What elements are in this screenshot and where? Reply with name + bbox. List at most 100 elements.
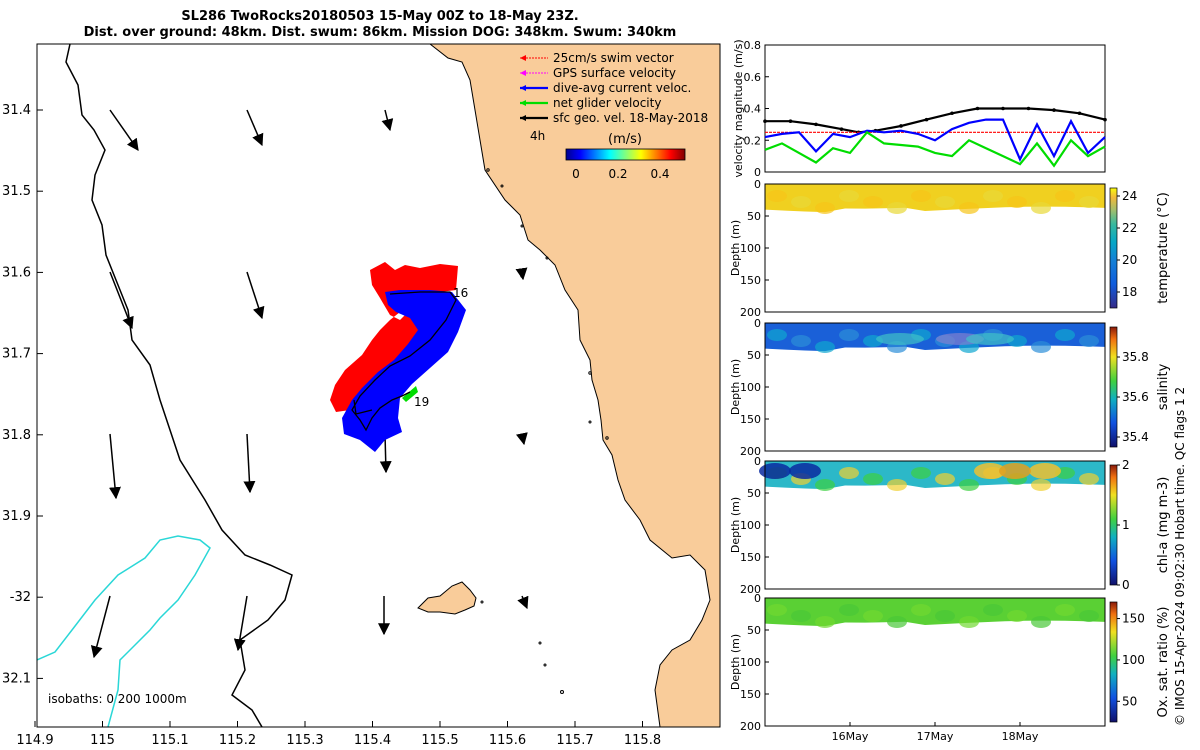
profile-colorbar [1109, 187, 1118, 309]
profile-sample-patch [959, 479, 979, 491]
map-colorbar-tick: 0.2 [608, 167, 627, 181]
profile-sample-patch [767, 329, 787, 341]
profile-ylabel: Depth (m) [729, 359, 742, 415]
profile-sample-patch [767, 190, 787, 202]
map-colorbar-label: (m/s) [608, 132, 642, 147]
profile-sample-patch [966, 333, 1014, 345]
map-x-tick-label: 115.4 [354, 733, 391, 748]
velocity-series-line [764, 130, 1106, 168]
profile-sample-patch [959, 616, 979, 628]
profile-sample-patch [959, 202, 979, 214]
swim-vectors-red [330, 262, 458, 412]
map-x-tick-label: 115.3 [286, 733, 323, 748]
map-colorbar-ticks: 0 0.2 0.4 [572, 167, 669, 181]
copyright-footer: © IMOS 15-Apr-2024 09:02:30 Hobart time.… [1173, 387, 1187, 726]
profile-colorbar-label: Ox. sat. ratio (%) [1156, 607, 1171, 718]
map-y-tick-label: 31.4 [2, 103, 31, 118]
profile-colorbar-label: temperature (°C) [1156, 192, 1171, 304]
profile-sample-patch [911, 604, 931, 616]
map-y-tick-label: 31.6 [2, 265, 31, 280]
velocity-series-line [764, 118, 1106, 162]
legend-time: 4h [530, 129, 545, 143]
profile-sample-patch [1007, 196, 1027, 208]
profile-sample-patch [839, 190, 859, 202]
map-panel: 114.9 115 115.1 115.2 115.3 115.4 115.5 115.6 11… [2, 43, 721, 748]
date-tick-label: 17May [917, 730, 954, 743]
profile-ylabel: Depth (m) [729, 497, 742, 553]
track-label-start: 16 [453, 286, 468, 300]
profile-sample-patch [789, 463, 821, 479]
profile-colorbar-tick-label: 100 [1122, 653, 1145, 667]
velocity-point [950, 111, 954, 116]
profile-sample-patch [1031, 341, 1051, 353]
map-x-tick-label: 115.2 [219, 733, 256, 748]
isobaths-note: isobaths: 0 200 1000m [48, 692, 187, 706]
net-glider-green [402, 386, 418, 402]
legend-arrowhead [520, 100, 526, 106]
profile-sample-patch [815, 616, 835, 628]
profile-sample-patch [1079, 610, 1099, 622]
profile-colorbar-tick-label: 0 [1122, 578, 1130, 592]
legend-arrowhead [520, 70, 526, 76]
current-vectors-blue [342, 290, 466, 452]
profile-sample-patch [935, 196, 955, 208]
date-tick-label: 16May [832, 730, 869, 743]
map-y-tick-label: 31.9 [2, 509, 31, 524]
profile-colorbar-tick-label: 35.8 [1122, 350, 1149, 364]
profile-y-tick-label: 50 [747, 210, 761, 223]
profile-y-tick-label: 200 [740, 306, 761, 319]
velocity-ylabel: velocity magnitude (m/s) [732, 39, 745, 177]
profile-colorbar [1109, 601, 1118, 723]
profile-sample-patch [983, 604, 1003, 616]
profile-colorbar-tick-label: 35.4 [1122, 430, 1149, 444]
profile-sample-patch [863, 196, 883, 208]
glider-track [351, 291, 457, 432]
velocity-axes [764, 44, 1106, 173]
profile-colorbar-tick-label: 22 [1122, 221, 1137, 235]
profile-sample-patch [791, 196, 811, 208]
velocity-point [788, 119, 793, 123]
profile-sample-patch [911, 467, 931, 479]
map-x-tick-label: 115.5 [421, 733, 458, 748]
profile-sample-patch [839, 467, 859, 479]
map-x-tick-label: 114.9 [16, 733, 53, 748]
velocity-point [1026, 106, 1031, 111]
profile-y-tick-label: 50 [747, 487, 761, 500]
profile-colorbar-tick-label: 1 [1122, 518, 1130, 532]
legend-label: net glider velocity [553, 96, 661, 110]
velocity-point [924, 117, 929, 122]
velocity-y-tick-label: 0.8 [744, 39, 762, 52]
map-y-tick-label: 31.5 [2, 184, 31, 199]
profile-colorbar-tick-label: 150 [1122, 612, 1145, 626]
profile-y-tick-label: 150 [740, 551, 761, 564]
legend-label: GPS surface velocity [553, 66, 676, 80]
profile-y-tick-label: 100 [740, 519, 761, 532]
profile-colorbar-label: salinity [1156, 363, 1171, 410]
date-tick-label: 18May [1002, 730, 1039, 743]
velocity-point [1052, 108, 1056, 112]
profile-sample-patch [1029, 463, 1061, 479]
isobath-200m [65, 44, 293, 727]
velocity-y-tick-label: 0.4 [744, 103, 762, 116]
profile-sample-patch [863, 473, 883, 485]
velocity-y-tick-label: 0.6 [744, 71, 762, 84]
isobath-1000m [37, 535, 211, 727]
profile-sample-patch [791, 335, 811, 347]
map-y-tick-label: 32.1 [2, 671, 31, 686]
profile-y-tick-label: 0 [754, 178, 761, 191]
profile-sample-patch [815, 202, 835, 214]
profile-colorbar [1109, 326, 1118, 448]
profile-y-tick-label: 50 [747, 349, 761, 362]
map-colorbar-tick: 0 [572, 167, 580, 181]
profile-sample-patch [863, 610, 883, 622]
profile-y-tick-label: 150 [740, 413, 761, 426]
profile-sample-patch [1055, 329, 1075, 341]
profile-sample-patch [1031, 202, 1051, 214]
velocity-point [839, 127, 844, 131]
map-y-tick-label: 31.7 [2, 347, 31, 362]
legend-arrowhead [520, 55, 526, 61]
legend-label: dive-avg current veloc. [553, 81, 691, 95]
